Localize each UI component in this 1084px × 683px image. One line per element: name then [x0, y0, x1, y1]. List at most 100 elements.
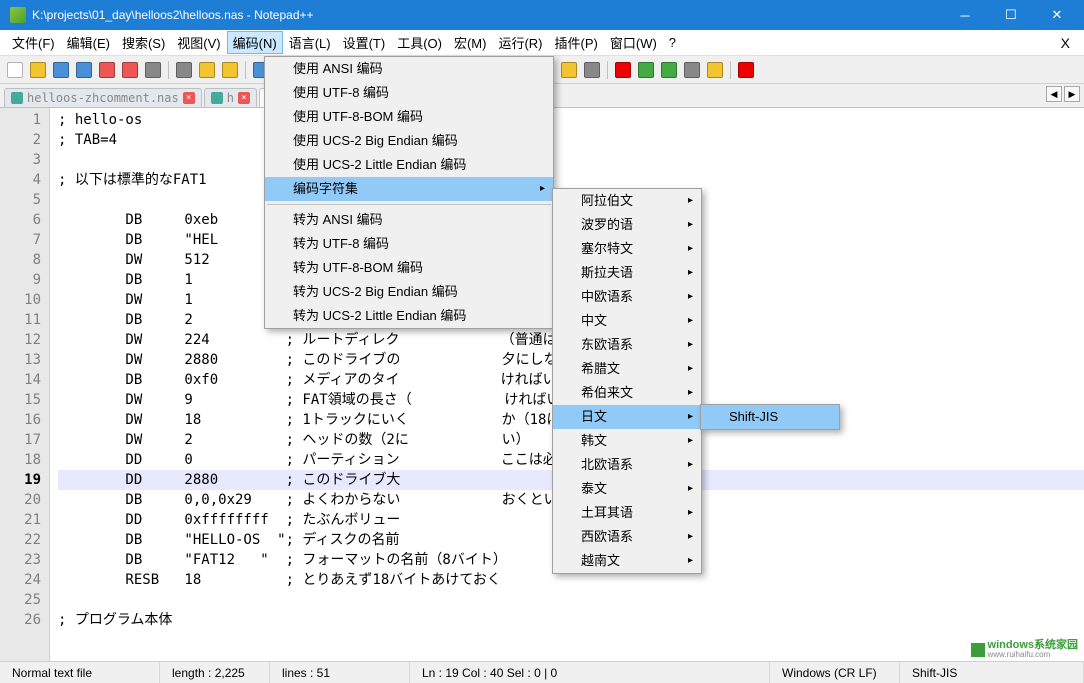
play-multi-icon[interactable] — [658, 59, 680, 81]
encoding-menu: 使用 ANSI 编码使用 UTF-8 编码使用 UTF-8-BOM 编码使用 U… — [264, 56, 554, 329]
charset-option[interactable]: 北欧语系 — [553, 453, 701, 477]
folder-icon[interactable] — [558, 59, 580, 81]
tab-next-button[interactable]: ▶ — [1064, 86, 1080, 102]
line-number: 25 — [2, 590, 41, 610]
line-number: 16 — [2, 410, 41, 430]
macro-icon[interactable] — [704, 59, 726, 81]
line-number: 21 — [2, 510, 41, 530]
line-number: 17 — [2, 430, 41, 450]
line-number: 20 — [2, 490, 41, 510]
eye-icon[interactable] — [581, 59, 603, 81]
charset-option[interactable]: 泰文 — [553, 477, 701, 501]
line-number: 14 — [2, 370, 41, 390]
save-all-icon[interactable] — [73, 59, 95, 81]
line-number: 13 — [2, 350, 41, 370]
encoding-option[interactable]: 使用 UTF-8-BOM 编码 — [265, 105, 553, 129]
menubar: 文件(F)编辑(E)搜索(S)视图(V)编码(N)语言(L)设置(T)工具(O)… — [0, 30, 1084, 56]
code-line: ; 以下は標準的なFAT1 — [58, 170, 1084, 190]
encoding-option[interactable]: 使用 ANSI 编码 — [265, 57, 553, 81]
encoding-option[interactable]: 使用 UCS-2 Little Endian 编码 — [265, 153, 553, 177]
copy-icon[interactable] — [196, 59, 218, 81]
convert-encoding-option[interactable]: 转为 ANSI 编码 — [265, 208, 553, 232]
convert-encoding-option[interactable]: 转为 UTF-8-BOM 编码 — [265, 256, 553, 280]
tab-close-icon[interactable]: × — [238, 92, 250, 104]
menu-窗口W[interactable]: 窗口(W) — [604, 31, 663, 54]
play-icon[interactable] — [635, 59, 657, 81]
charset-option[interactable]: 日文 — [553, 405, 701, 429]
line-number: 3 — [2, 150, 41, 170]
charset-option[interactable]: 东欧语系 — [553, 333, 701, 357]
encoding-shift-jis[interactable]: Shift-JIS — [701, 405, 839, 429]
tab-helloos-zhcomment.nas[interactable]: helloos-zhcomment.nas × — [4, 88, 202, 107]
menubar-close-x[interactable]: X — [1053, 35, 1078, 51]
rec-icon[interactable] — [612, 59, 634, 81]
encoding-option[interactable]: 使用 UTF-8 编码 — [265, 81, 553, 105]
line-number: 10 — [2, 290, 41, 310]
tab-label: helloos-zhcomment.nas — [27, 91, 179, 105]
maximize-button[interactable]: ☐ — [988, 0, 1034, 30]
menu-插件P[interactable]: 插件(P) — [549, 31, 604, 54]
paste-icon[interactable] — [219, 59, 241, 81]
menu-?[interactable]: ? — [663, 33, 682, 52]
charset-option[interactable]: 西欧语系 — [553, 525, 701, 549]
charset-option[interactable]: 韩文 — [553, 429, 701, 453]
new-icon[interactable] — [4, 59, 26, 81]
menu-宏M[interactable]: 宏(M) — [448, 31, 493, 54]
menu-搜索S[interactable]: 搜索(S) — [116, 31, 171, 54]
menu-运行R[interactable]: 运行(R) — [492, 31, 548, 54]
charset-option[interactable]: 塞尔特文 — [553, 237, 701, 261]
menu-设置T[interactable]: 设置(T) — [337, 31, 392, 54]
menu-文件F[interactable]: 文件(F) — [6, 31, 61, 54]
menu-工具O[interactable]: 工具(O) — [391, 31, 448, 54]
print-icon[interactable] — [142, 59, 164, 81]
convert-encoding-option[interactable]: 转为 UCS-2 Little Endian 编码 — [265, 304, 553, 328]
menu-语言L[interactable]: 语言(L) — [283, 31, 337, 54]
menu-编辑E[interactable]: 编辑(E) — [61, 31, 116, 54]
line-number: 6 — [2, 210, 41, 230]
line-number: 15 — [2, 390, 41, 410]
charset-option[interactable]: 斯拉夫语 — [553, 261, 701, 285]
code-line — [58, 590, 1084, 610]
charset-option[interactable]: 阿拉伯文 — [553, 189, 701, 213]
line-number: 5 — [2, 190, 41, 210]
charset-option[interactable]: 越南文 — [553, 549, 701, 573]
line-number: 9 — [2, 270, 41, 290]
charset-option[interactable]: 中文 — [553, 309, 701, 333]
line-number: 4 — [2, 170, 41, 190]
tab-label: h — [227, 91, 234, 105]
convert-encoding-option[interactable]: 转为 UTF-8 编码 — [265, 232, 553, 256]
line-number: 8 — [2, 250, 41, 270]
tab-prev-button[interactable]: ◀ — [1046, 86, 1062, 102]
charset-option[interactable]: 波罗的语 — [553, 213, 701, 237]
charset-option[interactable]: 希伯来文 — [553, 381, 701, 405]
open-icon[interactable] — [27, 59, 49, 81]
line-number: 1 — [2, 110, 41, 130]
line-number: 18 — [2, 450, 41, 470]
charset-option[interactable]: 土耳其语 — [553, 501, 701, 525]
save-icon[interactable] — [50, 59, 72, 81]
menu-视图V[interactable]: 视图(V) — [171, 31, 226, 54]
tab-close-icon[interactable]: × — [183, 92, 195, 104]
window-title: K:\projects\01_day\helloos2\helloos.nas … — [32, 8, 942, 22]
minimize-button[interactable]: ─ — [942, 0, 988, 30]
tab-h[interactable]: h× — [204, 88, 257, 107]
close-icon[interactable] — [96, 59, 118, 81]
close-all-icon[interactable] — [119, 59, 141, 81]
close-button[interactable]: ✕ — [1034, 0, 1080, 30]
line-number: 24 — [2, 570, 41, 590]
status-filetype: Normal text file — [0, 662, 160, 683]
cut-icon[interactable] — [173, 59, 195, 81]
line-number-gutter: 1234567891011121314151617181920212223242… — [0, 108, 50, 682]
spell-icon[interactable] — [735, 59, 757, 81]
watermark-sub: www.ruihaifu.com — [988, 651, 1078, 659]
file-icon — [11, 92, 23, 104]
file-icon — [211, 92, 223, 104]
stop-icon[interactable] — [681, 59, 703, 81]
menu-编码N[interactable]: 编码(N) — [227, 31, 283, 54]
encoding-option[interactable]: 使用 UCS-2 Big Endian 编码 — [265, 129, 553, 153]
charset-option[interactable]: 希腊文 — [553, 357, 701, 381]
charset-submenu: 阿拉伯文波罗的语塞尔特文斯拉夫语中欧语系中文东欧语系希腊文希伯来文日文韩文北欧语… — [552, 188, 702, 574]
convert-encoding-option[interactable]: 转为 UCS-2 Big Endian 编码 — [265, 280, 553, 304]
charset-option[interactable]: 中欧语系 — [553, 285, 701, 309]
charset-submenu-item[interactable]: 编码字符集 — [265, 177, 553, 201]
